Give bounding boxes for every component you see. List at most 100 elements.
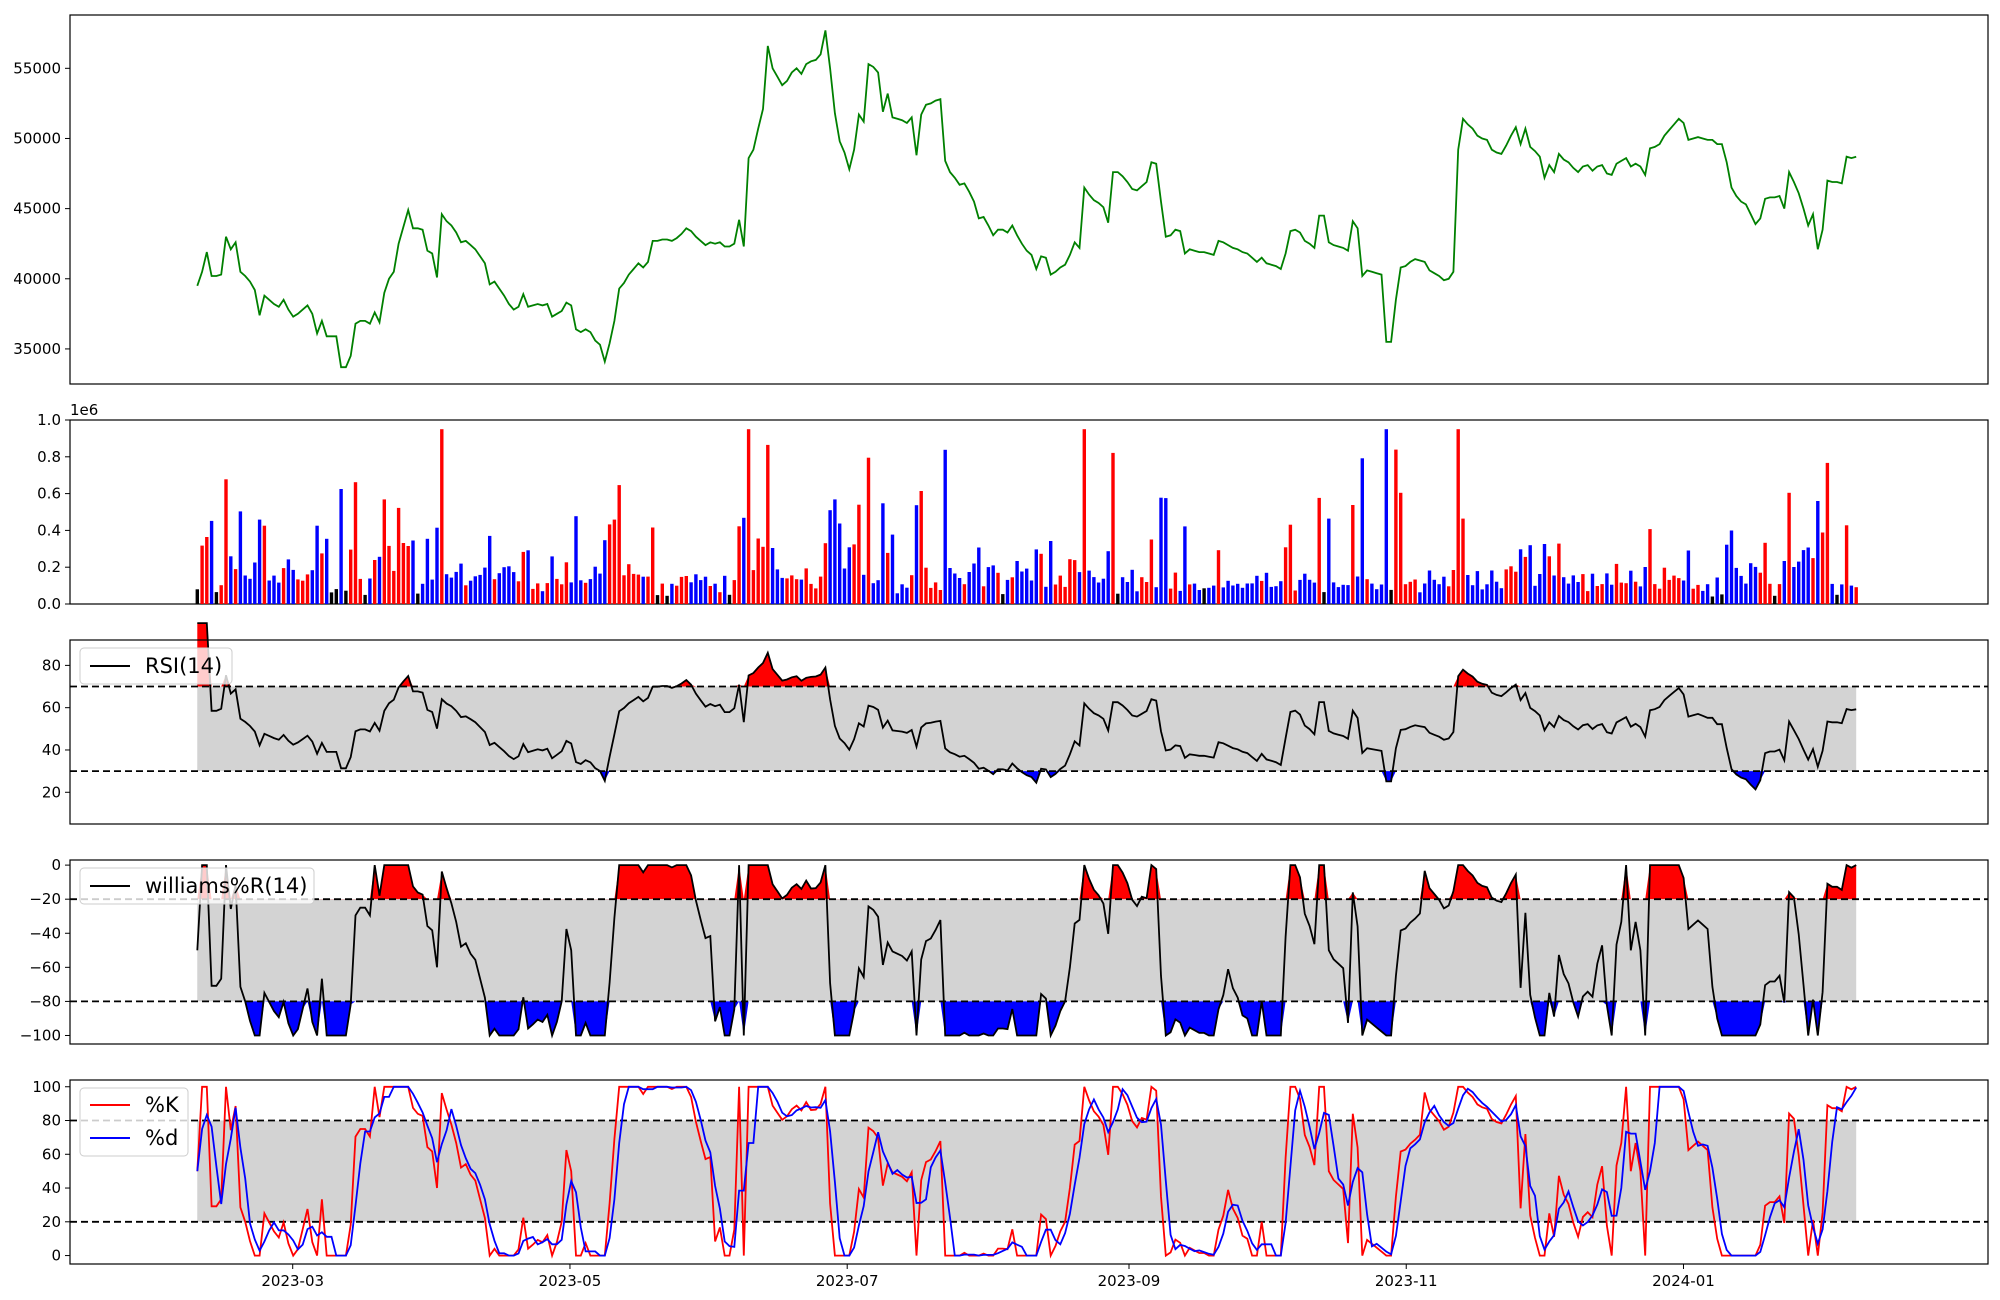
- volume-bar: [377, 556, 382, 604]
- volume-bar: [329, 592, 334, 604]
- volume-bar: [1571, 575, 1575, 604]
- volume-bar: [1576, 582, 1580, 604]
- stochastic-legend-d: %d: [145, 1126, 178, 1150]
- volume-bar: [1720, 594, 1724, 604]
- volume-bar: [631, 573, 636, 604]
- volume-bar: [1610, 584, 1614, 604]
- volume-bar: [1614, 563, 1619, 604]
- volume-bar: [1073, 560, 1077, 604]
- volume-bar: [1135, 591, 1139, 604]
- volume-bar: [1629, 570, 1633, 604]
- volume-bar: [1394, 449, 1398, 604]
- volume-bar: [818, 576, 823, 604]
- williams-y-tick-label: −20: [29, 890, 61, 908]
- volume-bar: [1293, 590, 1297, 604]
- price-y-tick-label: 35000: [13, 340, 61, 358]
- volume-bar: [881, 503, 885, 604]
- volume-bar: [1849, 585, 1854, 604]
- volume-bar: [641, 576, 645, 604]
- volume-bar: [910, 575, 914, 604]
- volume-bar: [1600, 584, 1604, 604]
- volume-bar: [780, 577, 784, 604]
- volume-bar: [679, 576, 684, 604]
- volume-bar: [1705, 584, 1710, 604]
- volume-bar: [617, 485, 621, 604]
- volume-plot-frame: [69, 419, 1989, 605]
- price-y-tick-label: 50000: [13, 129, 61, 147]
- volume-bar: [1773, 595, 1777, 604]
- volume-bar: [387, 545, 391, 604]
- volume-bar: [267, 580, 271, 604]
- volume-bar: [684, 576, 688, 604]
- volume-bar: [598, 573, 602, 604]
- williams-y-tick-label: −60: [29, 958, 61, 976]
- volume-bar: [890, 534, 895, 604]
- volume-bar: [1854, 587, 1858, 604]
- volume-bar: [1562, 577, 1566, 604]
- volume-bar: [986, 567, 991, 604]
- volume-bar: [1212, 585, 1216, 604]
- volume-bar: [1590, 573, 1595, 604]
- volume-bar: [382, 499, 386, 604]
- volume-bar: [1418, 592, 1422, 604]
- volume-bar: [1125, 582, 1130, 604]
- volume-bar: [1586, 591, 1590, 604]
- volume-bar: [636, 574, 641, 604]
- volume-bar: [886, 552, 890, 604]
- volume-bar: [1197, 590, 1201, 604]
- williams-y-tick-label: −80: [29, 992, 61, 1010]
- volume-bar: [770, 548, 775, 604]
- volume-bar: [1480, 589, 1484, 604]
- volume-bar: [1255, 575, 1259, 604]
- volume-bar: [967, 572, 971, 604]
- volume-bar: [1470, 585, 1475, 604]
- volume-bar: [655, 595, 660, 604]
- volume-bar: [569, 582, 573, 604]
- volume-bar: [842, 568, 847, 604]
- volume-bar: [1715, 577, 1719, 604]
- volume-bar: [718, 592, 722, 604]
- volume-bar: [478, 574, 482, 604]
- volume-bar: [1116, 593, 1120, 604]
- volume-bar: [665, 595, 669, 604]
- volume-bar: [1768, 583, 1772, 604]
- x-tick-label: 2023-03: [261, 1272, 324, 1290]
- volume-bar: [468, 580, 473, 604]
- price-plot-frame: [69, 14, 1989, 385]
- volume-bar: [1370, 583, 1374, 604]
- volume-bar: [981, 586, 986, 604]
- volume-bar: [1504, 569, 1508, 604]
- volume-bar: [430, 579, 434, 604]
- volume-bar: [272, 575, 276, 604]
- volume-bar: [1327, 518, 1331, 604]
- volume-bar: [1063, 586, 1067, 604]
- volume-bar: [1710, 596, 1715, 604]
- volume-bar: [435, 527, 439, 604]
- volume-bar: [622, 575, 626, 604]
- volume-bar: [1379, 584, 1384, 604]
- volume-bar: [1494, 581, 1499, 604]
- volume-bar: [502, 567, 506, 604]
- volume-bar: [560, 584, 564, 604]
- stochastic-y-tick-label: 20: [42, 1213, 61, 1231]
- x-tick-label: 2023-11: [1375, 1272, 1438, 1290]
- volume-bar: [1092, 577, 1096, 604]
- volume-bar: [205, 537, 209, 604]
- volume-bar: [310, 570, 314, 604]
- volume-bar: [1408, 581, 1412, 604]
- volume-bar: [1058, 575, 1062, 604]
- volume-bar: [320, 553, 324, 604]
- volume-bar: [790, 575, 794, 604]
- volume-bar: [1322, 592, 1326, 604]
- volume-bar: [219, 585, 223, 604]
- volume-bar: [1777, 584, 1782, 604]
- volume-bar: [1691, 588, 1695, 604]
- volume-bar: [1298, 579, 1302, 604]
- volume-bar: [248, 578, 252, 604]
- volume-bar: [286, 559, 291, 604]
- volume-bar: [325, 538, 329, 604]
- stochastic-y-tick-label: 100: [32, 1078, 61, 1096]
- volume-bar: [1557, 543, 1561, 604]
- volume-bar: [1547, 556, 1551, 604]
- volume-bar: [929, 587, 933, 604]
